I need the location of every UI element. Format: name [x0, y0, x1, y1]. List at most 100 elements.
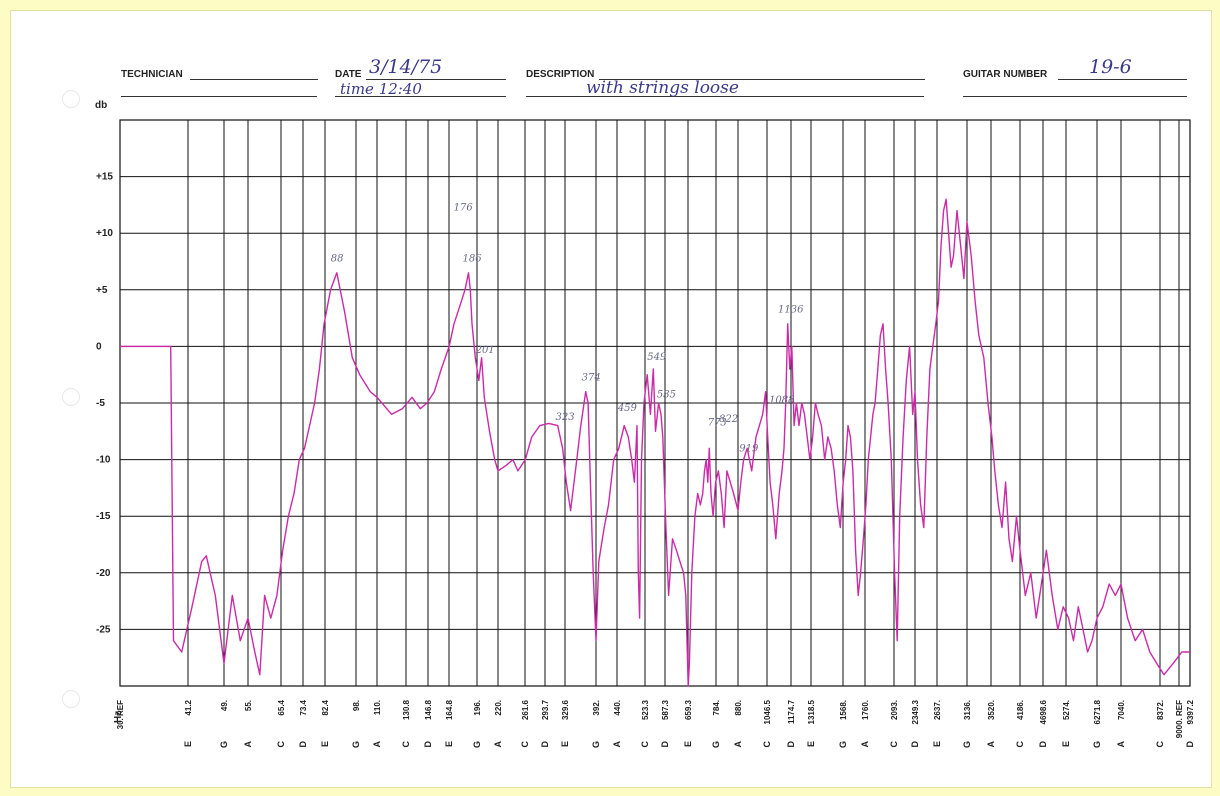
- x-tick-note-label: A: [733, 741, 743, 748]
- x-axis-label: Hz: [113, 711, 124, 723]
- x-tick-freq-label: 55.: [244, 700, 253, 711]
- x-tick-note-label: A: [243, 741, 253, 748]
- x-tick-freq-label: 5274.: [1062, 700, 1071, 720]
- x-tick-freq-label: 1568.: [839, 700, 848, 720]
- x-tick-freq-label: 3520.: [987, 700, 996, 720]
- x-tick-freq-label: 41.2: [184, 699, 193, 715]
- x-tick-note-label: C: [1015, 741, 1025, 748]
- x-tick-freq-label: 9397.2: [1186, 699, 1195, 724]
- x-tick-note-label: E: [932, 741, 942, 747]
- peak-annotation: 1088: [769, 395, 794, 406]
- x-tick-freq-label: 82.4: [321, 699, 330, 715]
- x-tick-note-label: A: [493, 741, 503, 748]
- y-tick-label: -10: [96, 455, 111, 466]
- chart-sheet: [10, 10, 1212, 788]
- x-tick-freq-label: 6271.8: [1093, 699, 1102, 724]
- x-tick-freq-label: 8372.: [1156, 700, 1165, 720]
- x-tick-note-label: D: [1038, 741, 1048, 748]
- x-tick-note-label: G: [472, 741, 482, 748]
- x-tick-note-label: D: [298, 741, 308, 748]
- peak-annotation: 549: [647, 352, 667, 363]
- technician-line: [190, 79, 318, 80]
- x-tick-note-label: G: [219, 741, 229, 748]
- x-tick-freq-label: 196.: [473, 700, 482, 716]
- date-value: 3/14/75: [369, 56, 443, 78]
- x-tick-freq-label: 2093.: [890, 700, 899, 720]
- x-tick-freq-label: 7040.: [1117, 700, 1126, 720]
- peak-annotation: 323: [555, 412, 574, 423]
- x-tick-freq-label: 4186.: [1016, 700, 1025, 720]
- guitar-number-line: [1058, 79, 1187, 80]
- x-tick-freq-label: 146.8: [424, 699, 433, 720]
- peak-annotation: 186: [463, 254, 483, 265]
- x-tick-note-label: C: [889, 741, 899, 748]
- y-axis-label: db: [95, 100, 107, 111]
- x-tick-note-label: A: [860, 741, 870, 748]
- y-tick-label: +10: [96, 228, 113, 239]
- x-tick-freq-label: 3136.: [963, 700, 972, 720]
- x-tick-note-label: C: [276, 741, 286, 748]
- x-tick-freq-label: 1046.5: [763, 699, 772, 724]
- x-tick-note-label: A: [1116, 741, 1126, 748]
- peak-annotation: 919: [739, 444, 759, 455]
- x-tick-freq-label: 392.: [592, 700, 601, 716]
- guitar-number-label: GUITAR NUMBER: [963, 69, 1048, 80]
- description-line-2: [526, 96, 924, 97]
- x-tick-note-label: D: [423, 741, 433, 748]
- x-tick-note-label: C: [1155, 741, 1165, 748]
- x-tick-freq-label: 587.3: [661, 699, 670, 720]
- x-tick-freq-label: 2349.3: [911, 699, 920, 724]
- x-tick-note-label: G: [351, 741, 361, 748]
- x-tick-freq-label: 1760.: [861, 700, 870, 720]
- x-tick-note-label: C: [401, 741, 411, 748]
- date-label: DATE: [335, 69, 362, 80]
- y-tick-label: 0: [96, 341, 102, 352]
- binder-hole: [62, 690, 80, 708]
- x-tick-freq-label: 1174.7: [787, 699, 796, 724]
- time-value: time 12:40: [340, 80, 422, 98]
- peak-annotation: 773: [708, 418, 727, 429]
- x-tick-freq-label: 1318.5: [807, 699, 816, 724]
- x-tick-freq-label: 659.3: [684, 699, 693, 720]
- x-tick-note-label: E: [183, 741, 193, 747]
- description-value: with strings loose: [586, 78, 739, 98]
- response-curve-line: [120, 198, 1190, 687]
- x-tick-freq-label: 49.: [220, 700, 229, 711]
- x-tick-note-label: G: [1092, 741, 1102, 748]
- guitar-number-line-2: [963, 96, 1187, 97]
- x-tick-freq-label: 293.7: [541, 699, 550, 720]
- x-tick-freq-label: 30. REF: [116, 700, 125, 729]
- x-tick-note-label: D: [1185, 741, 1195, 748]
- x-tick-freq-label: 220.: [494, 700, 503, 716]
- x-tick-freq-label: 73.4: [299, 699, 308, 715]
- peak-annotation: 88: [331, 254, 344, 265]
- date-line: [366, 79, 506, 80]
- x-tick-freq-label: 2637.: [933, 700, 942, 720]
- x-tick-note-label: A: [612, 741, 622, 748]
- x-tick-freq-label: 261.6: [521, 699, 530, 720]
- x-tick-note-label: A: [372, 741, 382, 748]
- x-tick-note-label: G: [711, 741, 721, 748]
- x-tick-freq-label: 98.: [352, 700, 361, 711]
- y-tick-label: +15: [96, 172, 113, 183]
- x-tick-note-label: E: [806, 741, 816, 747]
- technician-line-2: [121, 96, 317, 97]
- peak-annotation: 374: [582, 372, 601, 383]
- peak-annotation: 201: [475, 345, 495, 356]
- x-tick-freq-label: 65.4: [277, 699, 286, 715]
- y-tick-label: -15: [96, 511, 111, 522]
- x-tick-freq-label: 164.8: [445, 699, 454, 720]
- x-tick-note-label: C: [520, 741, 530, 748]
- x-tick-note-label: D: [540, 741, 550, 748]
- x-tick-note-label: D: [660, 741, 670, 748]
- x-tick-note-label: D: [786, 741, 796, 748]
- x-tick-freq-label: 9000. REF: [1175, 700, 1184, 738]
- x-tick-freq-label: 784.: [712, 700, 721, 716]
- y-tick-label: -25: [96, 624, 111, 635]
- time-line: [335, 96, 506, 97]
- guitar-number-value: 19-6: [1089, 56, 1132, 78]
- y-tick-label: +5: [96, 285, 108, 296]
- x-tick-note-label: G: [962, 741, 972, 748]
- binder-hole: [62, 388, 80, 406]
